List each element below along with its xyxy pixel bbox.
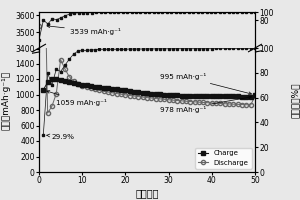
X-axis label: 循环次数: 循环次数 bbox=[135, 188, 159, 198]
Text: 978 mAh·g⁻¹: 978 mAh·g⁻¹ bbox=[160, 96, 251, 113]
Legend: Charge, Discharge: Charge, Discharge bbox=[195, 147, 251, 169]
Text: 3539 mAh·g⁻¹: 3539 mAh·g⁻¹ bbox=[47, 25, 121, 35]
Text: 29.9%: 29.9% bbox=[46, 134, 75, 140]
Text: 995 mAh·g⁻¹: 995 mAh·g⁻¹ bbox=[160, 73, 252, 95]
Text: 1059 mAh·g⁻¹: 1059 mAh·g⁻¹ bbox=[47, 90, 107, 106]
Text: 容量（mAh·g⁻¹）: 容量（mAh·g⁻¹） bbox=[2, 70, 10, 130]
Text: 库仑率（%）: 库仑率（%） bbox=[291, 82, 300, 118]
